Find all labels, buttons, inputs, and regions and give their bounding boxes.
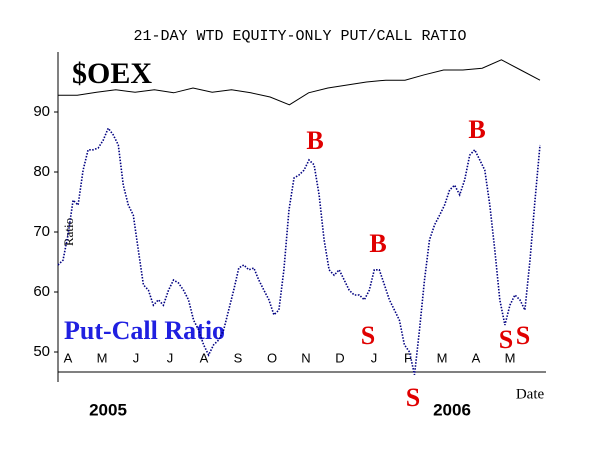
annotation: S: [361, 321, 375, 350]
x-tick-label: O: [267, 350, 277, 365]
series-label: Put-Call Ratio: [64, 316, 225, 345]
x-tick-label: M: [505, 350, 516, 365]
x-tick-label: J: [167, 350, 174, 365]
y-tick-label: 80: [33, 163, 50, 180]
x-tick-label: D: [335, 350, 344, 365]
x-tick-label: S: [234, 350, 243, 365]
x-tick-label: A: [472, 350, 481, 365]
series-line: [57, 126, 541, 375]
y-tick-label: 50: [33, 343, 50, 360]
x-tick-label: F: [404, 350, 412, 365]
year-label: 2005: [89, 400, 127, 419]
annotation: B: [369, 229, 386, 258]
annotation: S: [516, 321, 530, 350]
y-tick-label: 90: [33, 103, 50, 120]
y-axis-label: Ratio: [61, 218, 76, 246]
x-axis-label: Date: [516, 386, 545, 402]
annotation: B: [306, 126, 323, 155]
x-tick-label: N: [301, 350, 310, 365]
annotation: S: [406, 383, 420, 412]
x-tick-label: J: [371, 350, 378, 365]
year-label: 2006: [433, 400, 471, 419]
series-label: $OEX: [72, 57, 152, 90]
chart-title: 21-DAY WTD EQUITY-ONLY PUT/CALL RATIO: [133, 28, 466, 45]
x-tick-label: M: [97, 350, 108, 365]
x-tick-label: A: [64, 350, 73, 365]
annotation: S: [499, 325, 513, 354]
y-tick-label: 60: [33, 283, 50, 300]
x-tick-label: J: [133, 350, 140, 365]
x-tick-label: A: [200, 350, 209, 365]
annotation: B: [468, 115, 485, 144]
y-tick-label: 70: [33, 223, 50, 240]
x-tick-label: M: [437, 350, 448, 365]
series-line: [58, 59, 541, 106]
